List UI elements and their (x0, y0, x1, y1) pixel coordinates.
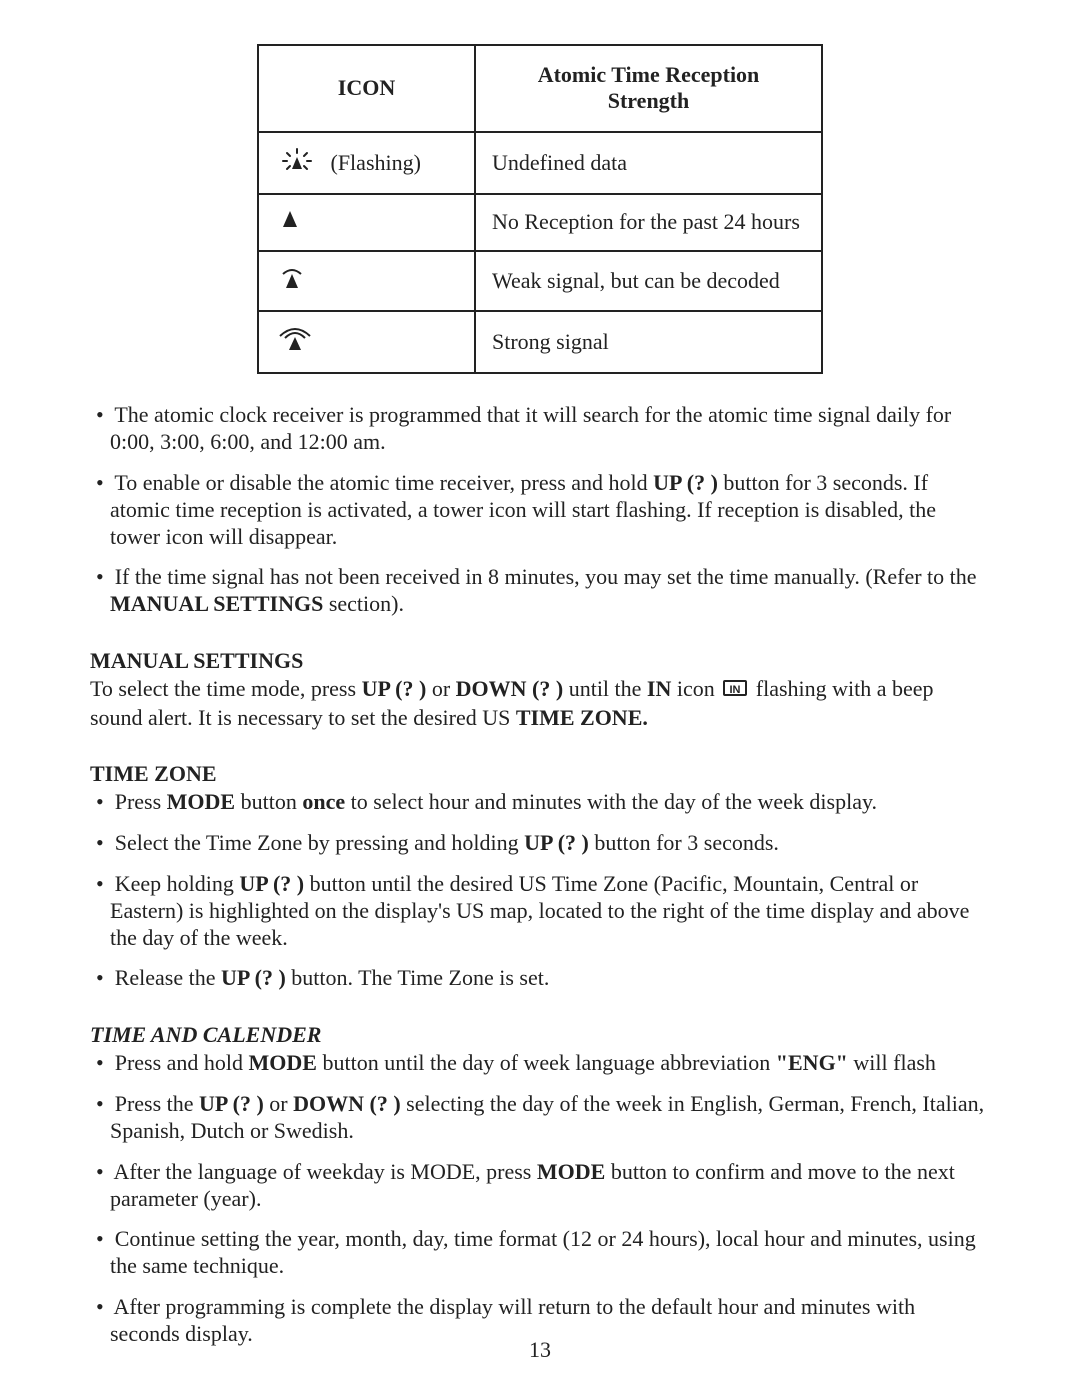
time-calender-list: Press and hold MODE button until the day… (90, 1050, 990, 1347)
up-button-label: UP (? ) (199, 1091, 264, 1116)
list-item: Press the UP (? ) or DOWN (? ) selecting… (90, 1091, 990, 1145)
table-cell-desc: No Reception for the past 24 hours (475, 194, 822, 250)
list-item: To enable or disable the atomic time rec… (90, 470, 990, 550)
up-button-label: UP (? ) (239, 871, 304, 896)
in-icon: IN (722, 678, 748, 705)
text: Release the (115, 965, 221, 990)
page: ICON Atomic Time Reception Strength (0, 0, 1080, 1397)
svg-text:IN: IN (730, 684, 741, 696)
table-header-desc: Atomic Time Reception Strength (475, 45, 822, 132)
list-item: Release the UP (? ) button. The Time Zon… (90, 965, 990, 992)
text: icon (671, 676, 720, 701)
table-row: (Flashing) Undefined data (258, 132, 822, 194)
time-calender-heading: TIME AND CALENDER (90, 1022, 990, 1048)
time-zone-label: TIME ZONE. (516, 705, 648, 730)
list-item: Keep holding UP (? ) button until the de… (90, 871, 990, 951)
text: button for 3 seconds. (589, 830, 779, 855)
tower-strong-signal-icon (275, 324, 315, 360)
tower-weak-signal-icon (275, 264, 309, 298)
list-item: Press and hold MODE button until the day… (90, 1050, 990, 1077)
text: to select hour and minutes with the day … (345, 789, 877, 814)
manual-settings-ref: MANUAL SETTINGS (110, 591, 323, 616)
text: To select the time mode, press (90, 676, 362, 701)
text: section). (323, 591, 404, 616)
text: or (426, 676, 455, 701)
text: Press the (115, 1091, 199, 1116)
table-cell-desc: Undefined data (475, 132, 822, 194)
up-button-label: UP (? ) (524, 830, 589, 855)
text: Press and hold (115, 1050, 249, 1075)
text: button. The Time Zone is set. (286, 965, 550, 990)
list-item: After the language of weekday is MODE, p… (90, 1159, 990, 1213)
down-button-label: DOWN (? ) (293, 1091, 401, 1116)
list-item: If the time signal has not been received… (90, 564, 990, 618)
table-header-icon: ICON (258, 45, 475, 132)
time-zone-heading: TIME ZONE (90, 761, 990, 787)
tower-flashing-icon (275, 145, 319, 181)
manual-settings-text: To select the time mode, press UP (? ) o… (90, 676, 990, 731)
text: Continue setting the year, month, day, t… (110, 1226, 976, 1278)
manual-settings-heading: MANUAL SETTINGS (90, 648, 990, 674)
page-number: 13 (0, 1337, 1080, 1363)
text: Select the Time Zone by pressing and hol… (115, 830, 524, 855)
text: or (264, 1091, 293, 1116)
after-table-list: The atomic clock receiver is programmed … (90, 402, 990, 618)
time-zone-list: Press MODE button once to select hour an… (90, 789, 990, 992)
list-item: Continue setting the year, month, day, t… (90, 1226, 990, 1280)
table-cell-desc: Weak signal, but can be decoded (475, 251, 822, 311)
mode-button-label: MODE (249, 1050, 317, 1075)
table-cell-desc: Strong signal (475, 311, 822, 373)
tower-solid-icon (275, 207, 305, 237)
text: After the language of weekday is MODE, p… (114, 1159, 537, 1184)
text: button until the day of week language ab… (317, 1050, 776, 1075)
text: until the (563, 676, 647, 701)
table-row: No Reception for the past 24 hours (258, 194, 822, 250)
mode-button-label: MODE (537, 1159, 605, 1184)
text: Keep holding (115, 871, 240, 896)
list-item: The atomic clock receiver is programmed … (90, 402, 990, 456)
text: The atomic clock receiver is programmed … (110, 402, 951, 454)
text: To enable or disable the atomic time rec… (114, 470, 653, 495)
up-button-label: UP (? ) (362, 676, 427, 701)
in-label: IN (647, 676, 671, 701)
table-row: Strong signal (258, 311, 822, 373)
once-label: once (302, 789, 345, 814)
text: button (235, 789, 302, 814)
icon-reception-table: ICON Atomic Time Reception Strength (257, 44, 823, 374)
text: Press (115, 789, 167, 814)
eng-label: "ENG" (776, 1050, 848, 1075)
text: will flash (848, 1050, 936, 1075)
text: If the time signal has not been received… (115, 564, 977, 589)
list-item: Press MODE button once to select hour an… (90, 789, 990, 816)
up-button-label: UP (? ) (653, 470, 718, 495)
list-item: Select the Time Zone by pressing and hol… (90, 830, 990, 857)
up-button-label: UP (? ) (221, 965, 286, 990)
mode-button-label: MODE (167, 789, 235, 814)
icon-note-flashing: (Flashing) (331, 150, 421, 175)
table-row: Weak signal, but can be decoded (258, 251, 822, 311)
down-button-label: DOWN (? ) (456, 676, 564, 701)
